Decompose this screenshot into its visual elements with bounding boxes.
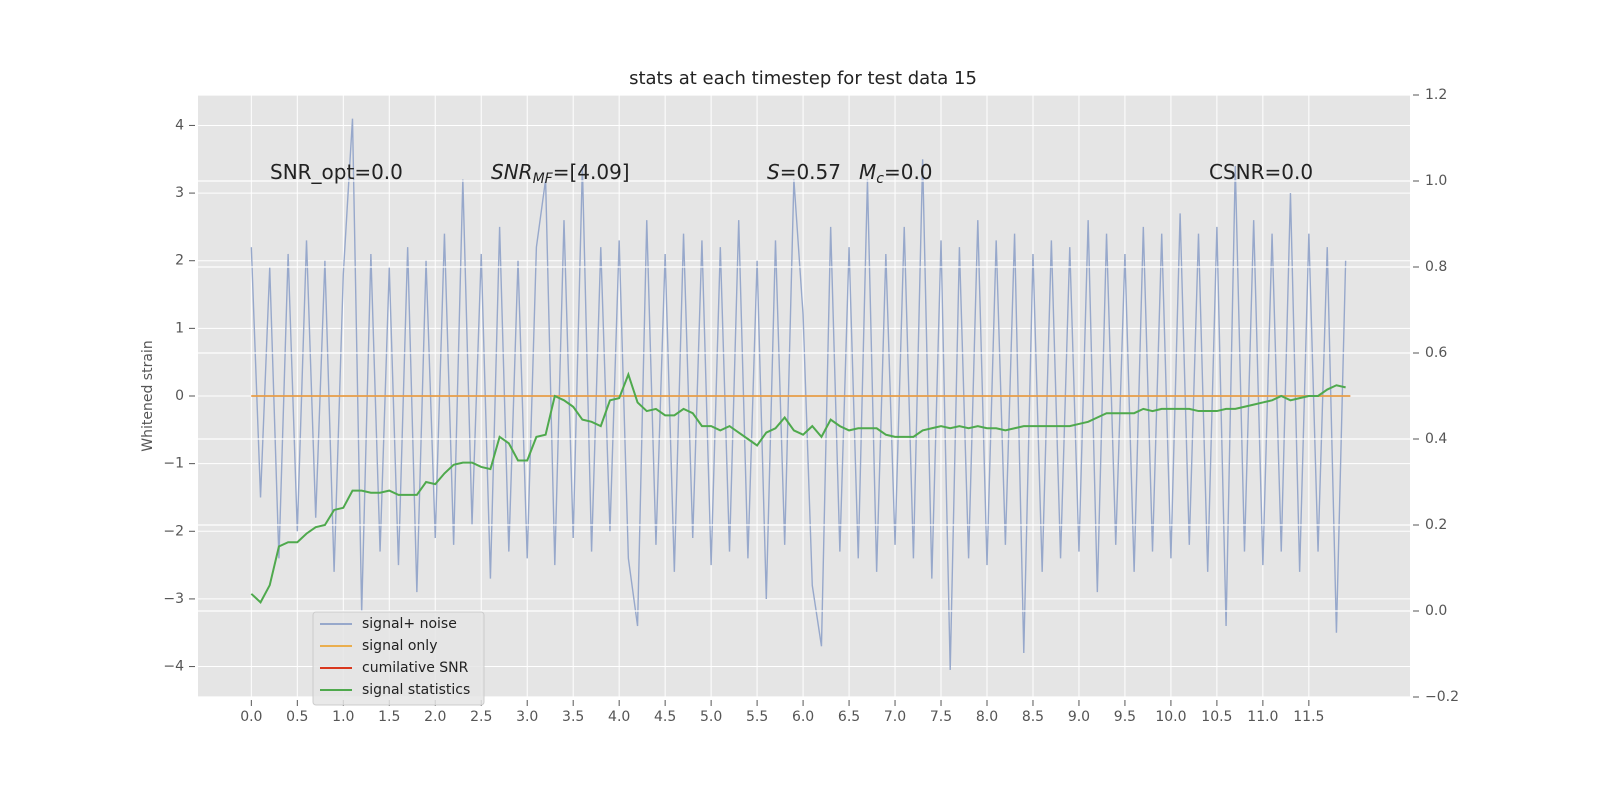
y2-tick-label: 0.0	[1425, 603, 1447, 619]
x-tick-label: 2.5	[470, 709, 492, 725]
x-tick-label: 9.5	[1114, 709, 1136, 725]
y-tick-label: 1	[175, 320, 184, 336]
y-tick-label: −1	[163, 456, 184, 472]
annotation-rest: =0.0	[884, 160, 933, 184]
y2-tick-label: 1.0	[1425, 173, 1447, 189]
x-tick-label: 1.0	[332, 709, 354, 725]
x-tick-label: 8.0	[976, 709, 998, 725]
annotation-rest: =[4.09]	[553, 160, 630, 184]
x-tick-label: 3.5	[562, 709, 584, 725]
legend-box	[312, 611, 485, 706]
y-tick-label: 4	[175, 117, 184, 133]
y-tick-label: −3	[163, 591, 184, 607]
y2-tick-label: −0.2	[1425, 689, 1459, 705]
y-axis-label: Whitened strain	[140, 340, 156, 451]
legend-label: signal+ noise	[362, 616, 457, 632]
legend-label: signal statistics	[362, 682, 470, 698]
x-tick-label: 7.5	[930, 709, 952, 725]
chart-title: stats at each timestep for test data 15	[629, 68, 977, 89]
x-tick-label: 5.0	[700, 709, 722, 725]
annotation: SNRMF=[4.09]	[491, 160, 630, 188]
y-tick-label: 2	[175, 253, 184, 269]
annotation-base: SNR	[491, 160, 533, 184]
x-tick-label: 11.0	[1247, 709, 1278, 725]
x-tick-label: 6.0	[792, 709, 814, 725]
x-tick-label: 1.5	[378, 709, 400, 725]
x-tick-label: 11.5	[1293, 709, 1324, 725]
annotation-text: SNR_opt=0.0	[270, 160, 403, 184]
legend-label: signal only	[362, 638, 437, 654]
annotation-base: M	[859, 160, 876, 184]
y2-tick-label: 0.8	[1425, 259, 1447, 275]
annotation: Mc=0.0	[859, 160, 933, 188]
series-line	[250, 371, 1346, 605]
x-tick-label: 5.5	[746, 709, 768, 725]
x-tick-label: 9.0	[1068, 709, 1090, 725]
y-tick-label: −2	[163, 523, 184, 539]
x-tick-label: 3.0	[516, 709, 538, 725]
annotation: CSNR=0.0	[1209, 160, 1313, 184]
x-tick-label: 7.0	[884, 709, 906, 725]
annotation: S=0.57	[767, 160, 841, 184]
annotation-rest: =0.57	[780, 160, 841, 184]
y2-tick-label: 1.2	[1425, 87, 1447, 103]
x-tick-label: 2.0	[424, 709, 446, 725]
annotation-text: CSNR=0.0	[1209, 160, 1313, 184]
y2-tick-label: 0.6	[1425, 345, 1447, 361]
legend-label: cumilative SNR	[362, 660, 469, 676]
x-tick-label: 10.5	[1201, 709, 1232, 725]
x-tick-label: 0.0	[240, 709, 262, 725]
x-tick-label: 10.0	[1155, 709, 1186, 725]
x-tick-label: 6.5	[838, 709, 860, 725]
y2-tick-label: 0.4	[1425, 431, 1447, 447]
annotation-base: S	[767, 160, 780, 184]
y-tick-label: 0	[175, 388, 184, 404]
legend: signal+ noise signal only cumilative SNR si…	[312, 611, 485, 706]
y2-tick-label: 0.2	[1425, 517, 1447, 533]
annotation-sub: c	[876, 171, 884, 187]
x-tick-label: 4.0	[608, 709, 630, 725]
annotation: SNR_opt=0.0	[270, 160, 403, 184]
x-tick-label: 4.5	[654, 709, 676, 725]
annotation-sub: MF	[533, 171, 554, 187]
y-tick-label: 3	[175, 185, 184, 201]
y-tick-label: −4	[163, 659, 184, 675]
plot-area	[198, 95, 1410, 697]
series-line	[250, 118, 1347, 670]
x-tick-label: 8.5	[1022, 709, 1044, 725]
x-tick-label: 0.5	[286, 709, 308, 725]
